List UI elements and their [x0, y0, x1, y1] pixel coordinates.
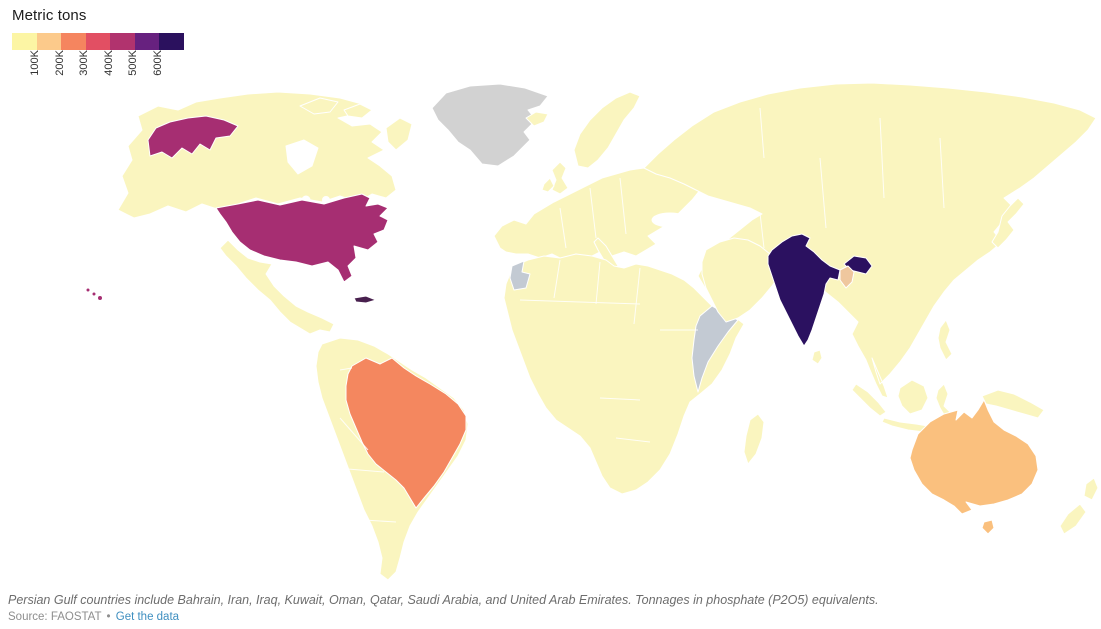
country-madagascar[interactable] — [743, 413, 765, 465]
island-sumatra[interactable] — [851, 383, 887, 417]
country-australia-tasmania[interactable] — [981, 519, 995, 535]
region-arabia[interactable] — [701, 237, 781, 323]
legend-tick-label: 200K — [53, 50, 66, 76]
island-borneo[interactable] — [897, 379, 929, 415]
country-brazil[interactable] — [345, 357, 467, 509]
source-line: Source: FAOSTAT • Get the data — [8, 611, 1093, 623]
choropleth-map-svg — [85, 82, 1099, 581]
legend-tick-label: 500K — [127, 50, 139, 76]
legend-swatch — [12, 33, 37, 50]
country-us-alaska[interactable] — [147, 115, 239, 159]
country-bangladesh[interactable] — [839, 265, 855, 289]
chart-footer: Persian Gulf countries include Bahrain, … — [8, 593, 1093, 623]
source-separator: • — [106, 611, 111, 623]
region-scandinavia[interactable] — [573, 91, 641, 169]
country-united-kingdom[interactable] — [551, 161, 569, 195]
island-java[interactable] — [881, 417, 929, 433]
country-united-states[interactable] — [215, 193, 389, 283]
source-label: Source: FAOSTAT — [8, 611, 102, 623]
legend-tick-label: 400K — [102, 50, 115, 76]
legend-swatch — [36, 33, 61, 50]
legend-swatch — [85, 33, 110, 50]
hudson-bay — [285, 139, 319, 175]
legend-tick-label: 100K — [29, 50, 41, 76]
legend-tick-label: 600K — [151, 50, 164, 76]
get-the-data-link[interactable]: Get the data — [115, 611, 180, 623]
chart-title: Metric tons — [12, 7, 87, 24]
legend-swatch — [61, 33, 86, 50]
legend-swatch — [134, 33, 159, 50]
country-iceland[interactable] — [525, 111, 549, 127]
color-legend: 100K 200K 300K 400K 500K 600K — [12, 33, 184, 92]
chart-header: Metric tons — [0, 0, 1101, 24]
country-us-hawaii[interactable] — [97, 295, 103, 301]
country-new-zealand-south[interactable] — [1059, 503, 1087, 535]
country-borders-overlay — [331, 107, 945, 523]
country-us-hawaii[interactable] — [91, 291, 97, 297]
legend-swatch — [110, 33, 135, 50]
country-mexico-central-america[interactable] — [219, 239, 335, 335]
legend-swatch-bar — [12, 33, 184, 50]
caspian-sea — [705, 213, 723, 247]
country-greenland[interactable] — [431, 83, 549, 167]
region-africa[interactable] — [503, 253, 745, 495]
country-canada-baffin-island[interactable] — [385, 117, 413, 151]
country-cuba[interactable] — [353, 295, 377, 304]
country-australia[interactable] — [909, 399, 1039, 515]
island-new-guinea[interactable] — [981, 389, 1045, 419]
world-map — [0, 80, 1101, 586]
legend-tick-label: 300K — [78, 50, 90, 76]
country-japan[interactable] — [991, 197, 1025, 249]
country-philippines[interactable] — [937, 319, 953, 361]
legend-swatch — [159, 33, 184, 50]
country-india[interactable] — [767, 233, 841, 347]
country-canada-arctic-island[interactable] — [343, 103, 373, 119]
country-sri-lanka[interactable] — [811, 349, 823, 365]
footnote: Persian Gulf countries include Bahrain, … — [8, 593, 879, 607]
country-western-sahara[interactable] — [509, 260, 531, 291]
country-ireland[interactable] — [541, 177, 555, 193]
country-canada-arctic-island[interactable] — [299, 97, 339, 115]
country-new-zealand-north[interactable] — [1083, 477, 1099, 501]
black-sea — [651, 212, 689, 228]
country-us-hawaii[interactable] — [85, 287, 91, 293]
